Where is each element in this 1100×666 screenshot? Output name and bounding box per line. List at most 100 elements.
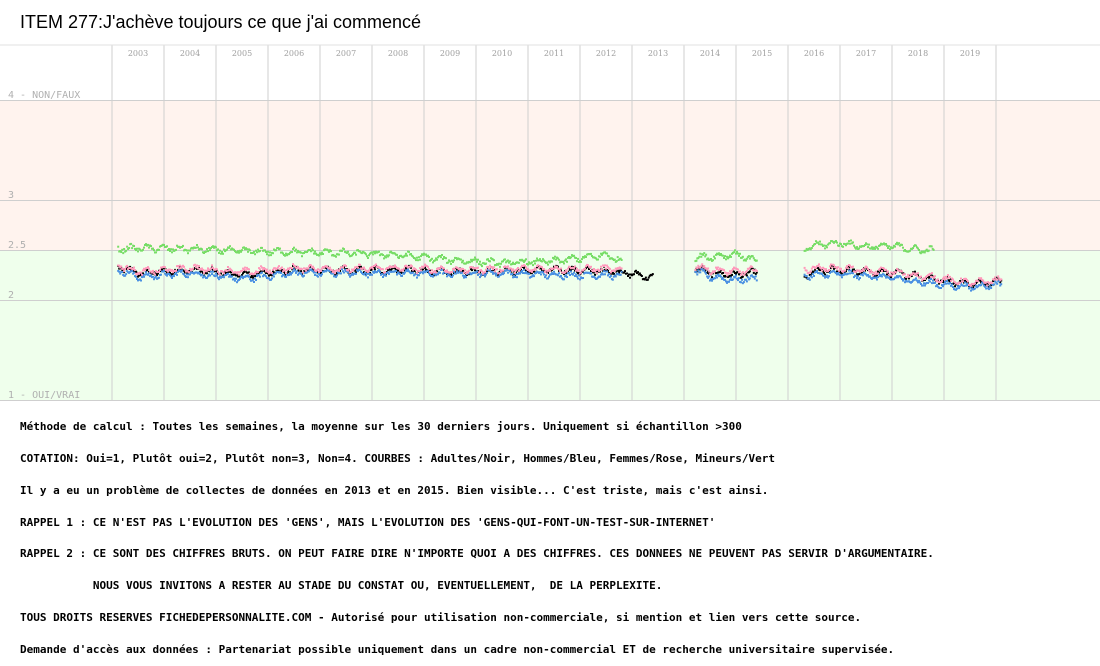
data-point bbox=[300, 272, 302, 275]
data-point bbox=[916, 246, 918, 249]
data-point bbox=[220, 252, 222, 255]
data-point bbox=[403, 267, 405, 270]
data-point bbox=[288, 274, 290, 276]
data-point bbox=[412, 268, 414, 271]
data-point bbox=[516, 276, 518, 279]
data-point bbox=[696, 273, 699, 276]
data-point bbox=[291, 267, 293, 270]
data-point bbox=[357, 270, 359, 273]
data-point bbox=[351, 254, 353, 257]
data-point bbox=[927, 282, 929, 284]
note-line: Il y a eu un problème de collectes de do… bbox=[20, 483, 769, 497]
data-point bbox=[455, 272, 457, 275]
data-point bbox=[189, 273, 191, 276]
data-point bbox=[462, 268, 464, 270]
data-point bbox=[736, 250, 738, 253]
data-point bbox=[740, 281, 742, 284]
data-point bbox=[697, 264, 700, 267]
data-point bbox=[996, 282, 999, 285]
data-point bbox=[195, 246, 197, 249]
data-point bbox=[512, 261, 514, 264]
data-point bbox=[259, 249, 261, 252]
data-point bbox=[944, 278, 946, 281]
data-point bbox=[966, 279, 968, 282]
data-point bbox=[301, 255, 303, 258]
data-point bbox=[899, 275, 901, 278]
data-point bbox=[745, 270, 748, 273]
data-point bbox=[488, 267, 490, 270]
data-point bbox=[959, 285, 961, 288]
data-point bbox=[720, 269, 722, 272]
data-point bbox=[573, 267, 575, 270]
data-point bbox=[256, 251, 258, 254]
data-point bbox=[912, 247, 914, 250]
data-point bbox=[207, 275, 209, 278]
data-point bbox=[550, 273, 552, 276]
data-point bbox=[180, 270, 182, 273]
data-point bbox=[453, 267, 455, 270]
data-point bbox=[281, 275, 283, 278]
data-point bbox=[699, 252, 702, 255]
data-point bbox=[172, 271, 174, 274]
data-point bbox=[871, 246, 873, 249]
data-point bbox=[877, 270, 879, 273]
data-point bbox=[873, 271, 875, 274]
data-point bbox=[721, 277, 723, 280]
data-point bbox=[546, 261, 548, 264]
data-point bbox=[419, 272, 421, 274]
data-point bbox=[708, 270, 711, 273]
data-point bbox=[984, 285, 987, 288]
data-point bbox=[235, 277, 237, 280]
data-point bbox=[183, 265, 185, 268]
data-point bbox=[866, 266, 868, 269]
data-point bbox=[702, 253, 705, 256]
data-point bbox=[481, 270, 483, 273]
data-point bbox=[870, 269, 872, 272]
x-tick-label: 2016 bbox=[804, 49, 824, 58]
data-point bbox=[203, 271, 205, 274]
data-point bbox=[852, 241, 854, 244]
data-point bbox=[249, 278, 251, 281]
data-point bbox=[436, 270, 438, 273]
data-point bbox=[591, 255, 593, 257]
data-point bbox=[538, 259, 540, 262]
data-point bbox=[253, 250, 255, 253]
data-point bbox=[827, 270, 829, 273]
data-point bbox=[378, 269, 380, 272]
data-point bbox=[903, 278, 905, 281]
data-point bbox=[974, 287, 976, 290]
data-point bbox=[226, 248, 228, 251]
data-point bbox=[936, 280, 938, 283]
data-point bbox=[590, 265, 592, 268]
data-point bbox=[725, 280, 727, 283]
data-point bbox=[513, 274, 515, 277]
data-point bbox=[975, 284, 977, 287]
data-point bbox=[519, 268, 521, 271]
data-point bbox=[217, 270, 219, 273]
data-point bbox=[368, 254, 370, 257]
data-point bbox=[731, 269, 733, 272]
data-point bbox=[281, 266, 283, 269]
data-point bbox=[530, 269, 532, 272]
data-point bbox=[427, 265, 429, 268]
data-point bbox=[363, 266, 365, 269]
data-point bbox=[318, 254, 320, 257]
data-point bbox=[845, 266, 847, 269]
data-point bbox=[141, 276, 143, 279]
data-point bbox=[147, 273, 149, 276]
data-point bbox=[738, 254, 740, 257]
data-point bbox=[507, 271, 509, 274]
data-point bbox=[556, 265, 558, 268]
data-point bbox=[827, 243, 829, 246]
data-point bbox=[537, 264, 539, 267]
data-point bbox=[700, 255, 703, 258]
data-point bbox=[436, 258, 438, 261]
data-point bbox=[921, 279, 923, 282]
data-point bbox=[292, 270, 294, 273]
data-point bbox=[153, 249, 155, 252]
data-point bbox=[924, 278, 926, 280]
data-point bbox=[895, 276, 897, 279]
data-point bbox=[126, 245, 129, 248]
data-point bbox=[563, 278, 565, 281]
data-point bbox=[527, 263, 529, 266]
